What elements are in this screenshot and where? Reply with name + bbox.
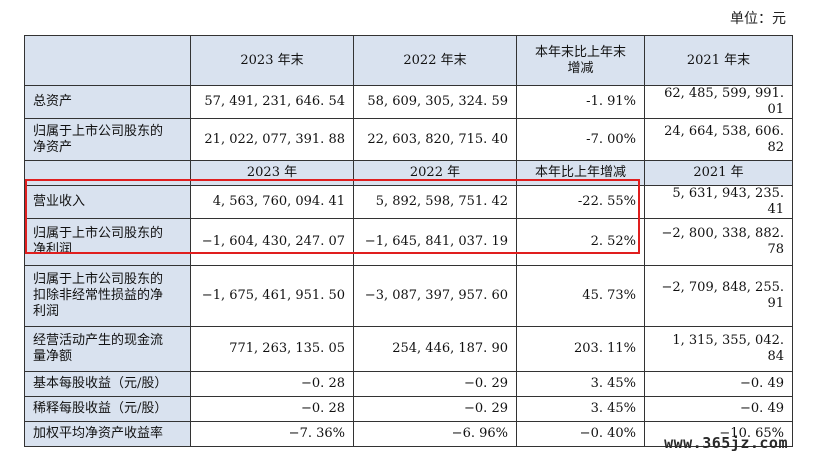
value-cell: −6. 96% xyxy=(353,421,517,447)
row-label: 经营活动产生的现金流 量净额 xyxy=(24,326,191,372)
unit-label: 单位：元 xyxy=(730,11,786,27)
header-cell: 本年末比上年末 增减 xyxy=(516,35,645,86)
value-cell: 203. 11% xyxy=(516,326,645,372)
value-cell: -7. 00% xyxy=(516,118,645,161)
row-label: 归属于上市公司股东的 扣除非经常性损益的净 利润 xyxy=(24,265,191,327)
table-header-row-year-end: 2023 年末 2022 年末 本年末比上年末 增减 2021 年末 xyxy=(24,35,793,86)
row-label: 总资产 xyxy=(24,85,191,119)
value-cell: 4, 563, 760, 094. 41 xyxy=(190,185,354,219)
header-cell: 2022 年末 xyxy=(353,35,517,86)
row-label: 归属于上市公司股东的 净利润 xyxy=(24,218,191,266)
value-cell: −3, 087, 397, 957. 60 xyxy=(353,265,517,327)
watermark: www.365jz.com xyxy=(664,434,788,452)
value-cell: −0. 49 xyxy=(644,396,793,422)
value-cell: −0. 29 xyxy=(353,371,517,397)
value-cell: −1, 645, 841, 037. 19 xyxy=(353,218,517,266)
table-row: 基本每股收益（元/股） −0. 28 −0. 29 3. 45% −0. 49 xyxy=(24,371,793,397)
table-row: 归属于上市公司股东的 净利润 −1, 604, 430, 247. 07 −1,… xyxy=(24,218,793,266)
table-row: 归属于上市公司股东的 扣除非经常性损益的净 利润 −1, 675, 461, 9… xyxy=(24,265,793,327)
row-label: 基本每股收益（元/股） xyxy=(24,371,191,397)
row-label: 稀释每股收益（元/股） xyxy=(24,396,191,422)
value-cell: 21, 022, 077, 391. 88 xyxy=(190,118,354,161)
value-cell: 2. 52% xyxy=(516,218,645,266)
value-cell: 3. 45% xyxy=(516,371,645,397)
value-cell: -22. 55% xyxy=(516,185,645,219)
row-label: 归属于上市公司股东的 净资产 xyxy=(24,118,191,161)
value-cell: −2, 800, 338, 882. 78 xyxy=(644,218,793,266)
value-cell: −10. 65% xyxy=(644,421,793,447)
row-label: 营业收入 xyxy=(24,185,191,219)
value-cell: -1. 91% xyxy=(516,85,645,119)
value-cell: 58, 609, 305, 324. 59 xyxy=(353,85,517,119)
header-cell: 2022 年 xyxy=(353,160,517,186)
value-cell: 57, 491, 231, 646. 54 xyxy=(190,85,354,119)
value-cell: 3. 45% xyxy=(516,396,645,422)
value-cell: 24, 664, 538, 606. 82 xyxy=(644,118,793,161)
value-cell: −0. 29 xyxy=(353,396,517,422)
value-cell: 5, 892, 598, 751. 42 xyxy=(353,185,517,219)
value-cell: −2, 709, 848, 255. 91 xyxy=(644,265,793,327)
table-row: 稀释每股收益（元/股） −0. 28 −0. 29 3. 45% −0. 49 xyxy=(24,396,793,422)
value-cell: −1, 675, 461, 951. 50 xyxy=(190,265,354,327)
header-cell: 2023 年 xyxy=(190,160,354,186)
value-cell: −1, 604, 430, 247. 07 xyxy=(190,218,354,266)
table-row: 经营活动产生的现金流 量净额 771, 263, 135. 05 254, 44… xyxy=(24,326,793,372)
value-cell: −0. 49 xyxy=(644,371,793,397)
table-row: 营业收入 4, 563, 760, 094. 41 5, 892, 598, 7… xyxy=(24,185,793,219)
table-header-row-year: 2023 年 2022 年 本年比上年增减 2021 年 xyxy=(24,160,793,186)
financial-summary-table: 2023 年末 2022 年末 本年末比上年末 增减 2021 年末 总资产 5… xyxy=(24,35,793,447)
header-cell-empty xyxy=(24,35,191,86)
header-cell: 2023 年末 xyxy=(190,35,354,86)
table-row: 归属于上市公司股东的 净资产 21, 022, 077, 391. 88 22,… xyxy=(24,118,793,161)
value-cell: −0. 28 xyxy=(190,396,354,422)
header-cell: 本年比上年增减 xyxy=(516,160,645,186)
value-cell: −7. 36% xyxy=(190,421,354,447)
row-label: 加权平均净资产收益率 xyxy=(24,421,191,447)
header-cell-empty xyxy=(24,160,191,186)
table-row: 总资产 57, 491, 231, 646. 54 58, 609, 305, … xyxy=(24,85,793,119)
value-cell: 1, 315, 355, 042. 84 xyxy=(644,326,793,372)
value-cell: −0. 40% xyxy=(516,421,645,447)
value-cell: 45. 73% xyxy=(516,265,645,327)
table-row: 加权平均净资产收益率 −7. 36% −6. 96% −0. 40% −10. … xyxy=(24,421,793,447)
value-cell: −0. 28 xyxy=(190,371,354,397)
value-cell: 62, 485, 599, 991. 01 xyxy=(644,85,793,119)
value-cell: 22, 603, 820, 715. 40 xyxy=(353,118,517,161)
header-cell: 2021 年 xyxy=(644,160,793,186)
header-cell: 2021 年末 xyxy=(644,35,793,86)
value-cell: 771, 263, 135. 05 xyxy=(190,326,354,372)
value-cell: 254, 446, 187. 90 xyxy=(353,326,517,372)
value-cell: 5, 631, 943, 235. 41 xyxy=(644,185,793,219)
